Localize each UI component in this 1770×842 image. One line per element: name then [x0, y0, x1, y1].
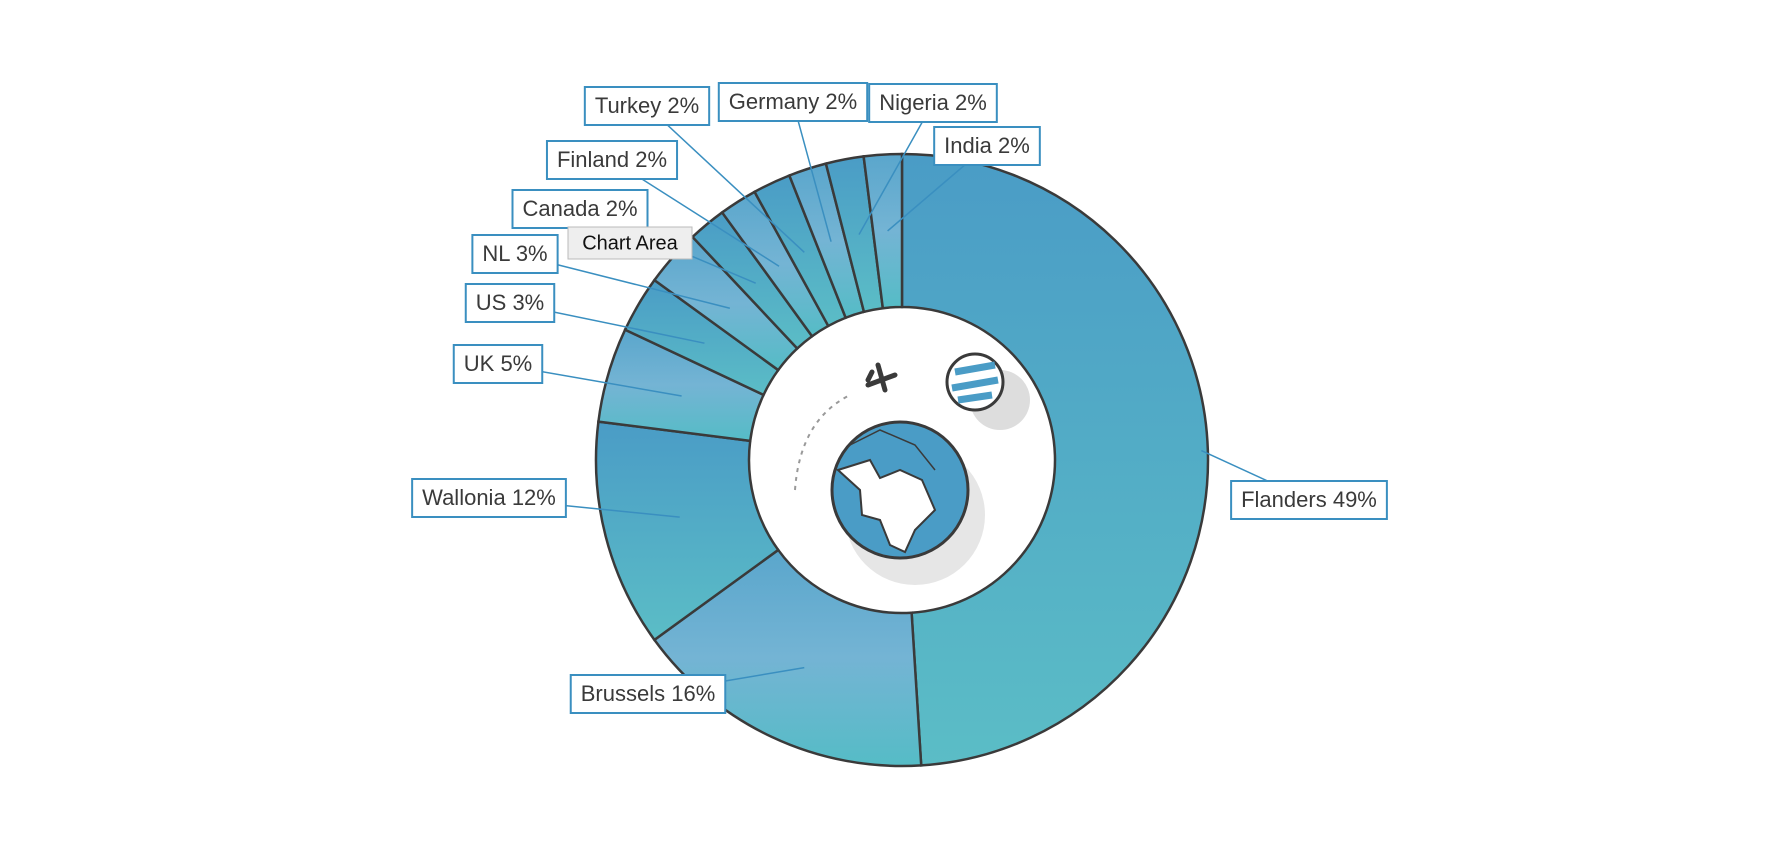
value-label: 16% [671, 681, 715, 706]
value-label: 3% [516, 241, 548, 266]
data-label: NL 3% [482, 241, 547, 266]
slice [652, 548, 923, 768]
data-label: US 3% [476, 290, 544, 315]
leader-line [792, 101, 832, 242]
label-box [933, 126, 1041, 166]
tooltip: Chart Area [582, 232, 678, 254]
category-label: India [944, 133, 992, 158]
data-label: Brussels 16% [581, 681, 716, 706]
value-label: 2% [606, 196, 638, 221]
label-box [1230, 480, 1388, 520]
label-box [411, 478, 567, 518]
label-box [545, 140, 679, 180]
category-label: Germany [729, 89, 819, 114]
leader-line [858, 102, 934, 235]
value-label: 3% [512, 290, 544, 315]
category-label: NL [482, 241, 510, 266]
label-box [717, 82, 869, 122]
slice [862, 152, 904, 310]
label-box [464, 283, 556, 323]
category-label: Turkey [595, 93, 661, 118]
value-label: 2% [667, 93, 699, 118]
value-label: 2% [825, 89, 857, 114]
label-box [569, 674, 727, 714]
value-label: 49% [1333, 487, 1377, 512]
data-label: Flanders 49% [1241, 487, 1377, 512]
label-box [511, 189, 649, 229]
category-label: US [476, 290, 507, 315]
label-box [868, 83, 998, 123]
data-label: Turkey 2% [595, 93, 699, 118]
data-label: India 2% [944, 133, 1030, 158]
label-box [471, 234, 559, 274]
data-label: Germany 2% [729, 89, 857, 114]
category-label: UK [464, 351, 495, 376]
center-icon [794, 352, 1030, 585]
category-label: Flanders [1241, 487, 1327, 512]
category-label: Brussels [581, 681, 665, 706]
tooltip-box [567, 226, 693, 260]
data-label: UK 5% [464, 351, 532, 376]
category-label: Nigeria [879, 90, 949, 115]
value-label: 2% [635, 147, 667, 172]
data-label: Canada 2% [523, 196, 638, 221]
data-label: Wallonia 12% [422, 485, 556, 510]
category-label: Finland [557, 147, 629, 172]
category-label: Canada [523, 196, 601, 221]
value-label: 12% [512, 485, 556, 510]
data-label: Nigeria 2% [879, 90, 987, 115]
value-label: 2% [998, 133, 1030, 158]
leader-line [646, 105, 805, 253]
label-box [452, 344, 544, 384]
value-label: 2% [955, 90, 987, 115]
value-label: 5% [500, 351, 532, 376]
label-box [583, 86, 711, 126]
category-label: Wallonia [422, 485, 506, 510]
slice [900, 152, 1210, 767]
data-label: Finland 2% [557, 147, 667, 172]
